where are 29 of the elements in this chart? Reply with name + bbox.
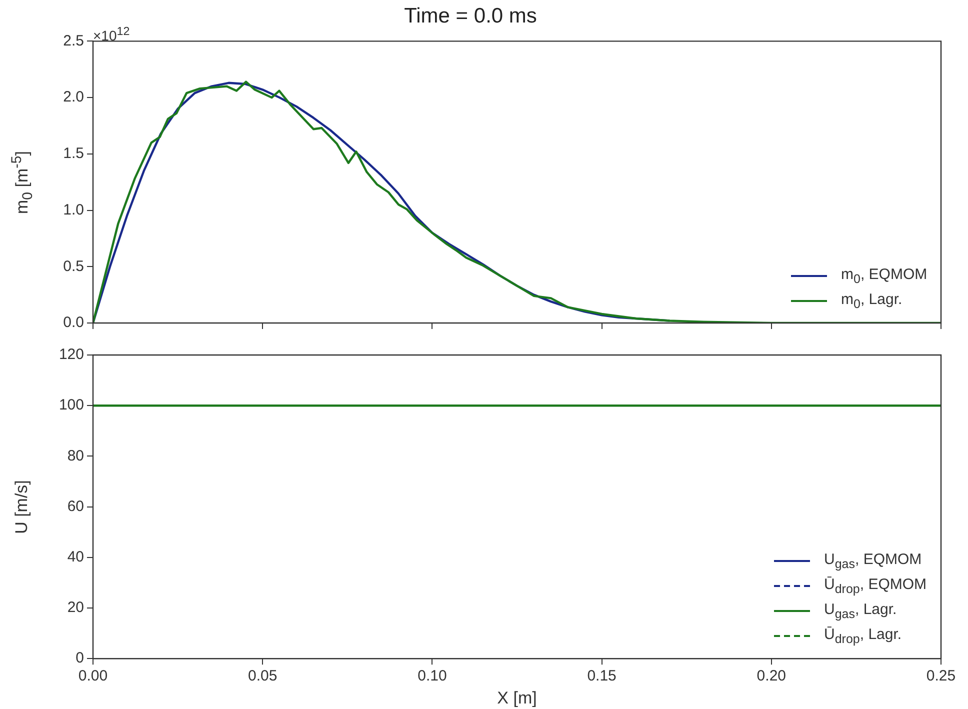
legend-label: U$_{gas}$, Lagr. [824,601,897,622]
y-tick-label: 100 [58,396,84,414]
legend-label: m$_{0}$, Lagr. [841,290,902,310]
y-tick-label: 2.5 [63,32,84,50]
y-tick-label: 20 [67,599,84,616]
chart-title: Time = 0.0 ms [404,4,537,28]
y-tick-label: 40 [67,548,84,566]
legend-label: U$_{gas}$, EQMOM [824,551,922,572]
y-tick-label: 1.0 [63,201,84,218]
y-tick-label: 60 [67,498,84,515]
x-tick-label: 0.15 [587,668,616,685]
y-tick-label: 0.5 [63,258,84,275]
legend-label: Ū$_{drop}$, EQMOM [824,576,927,596]
y-tick-label: 0.0 [63,314,84,332]
y-tick-label: 80 [67,447,84,464]
legend-label: Ū$_{drop}$, Lagr. [824,626,902,646]
x-tick-label: 0.20 [756,668,786,685]
y-tick-label: 2.0 [63,88,84,106]
x-tick-label: 0.25 [926,668,956,685]
y-tick-label: 0 [76,650,84,667]
annotation: ×10$^{12}$ [93,25,130,44]
y-tick-label: 1.5 [63,145,84,162]
legend-label: m$_{0}$, EQMOM [841,266,928,286]
x-tick-label: 0.10 [418,668,447,685]
x-tick-label: 0.05 [248,668,278,685]
x-axis-title: X [m] [497,688,537,708]
x-tick-label: 0.00 [78,668,108,685]
y-axis-title: U [m/s] [12,480,32,534]
y-tick-label: 120 [58,346,84,364]
